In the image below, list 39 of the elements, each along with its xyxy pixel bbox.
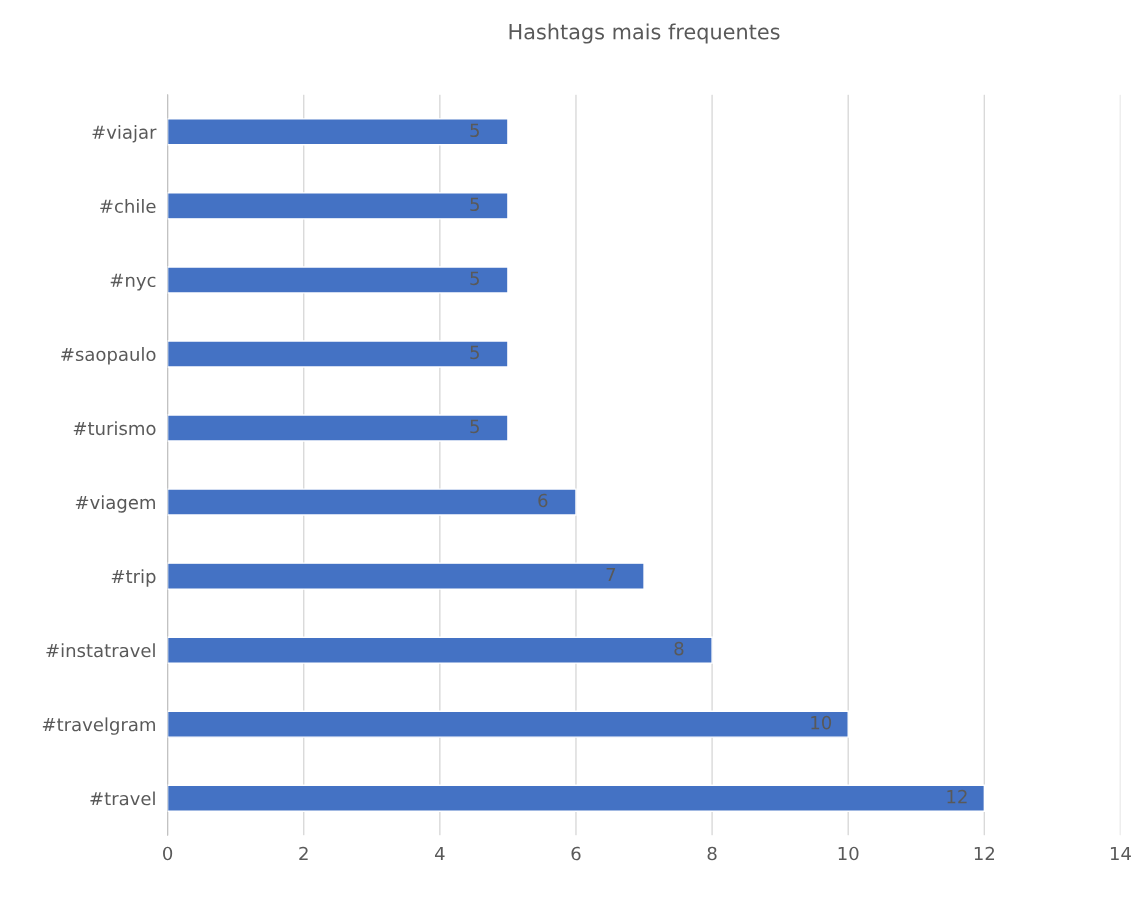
y-tick-label: #nyc — [110, 273, 156, 291]
data-label: 5 — [470, 123, 479, 138]
x-tick-label: 8 — [707, 846, 717, 861]
bar — [167, 340, 509, 368]
data-label: 12 — [947, 789, 967, 804]
bar — [167, 784, 986, 812]
data-label: 5 — [470, 345, 479, 360]
y-tick-label: #instatravel — [46, 643, 155, 658]
data-label: 8 — [674, 641, 684, 656]
x-tick-label: 4 — [434, 846, 445, 861]
bar — [167, 710, 849, 738]
x-tick-label: 0 — [163, 846, 173, 861]
bar — [167, 488, 577, 516]
x-tick-label: 14 — [1110, 846, 1131, 861]
bar — [167, 192, 509, 220]
data-label: 10 — [811, 715, 832, 730]
data-label: 5 — [470, 271, 479, 286]
bar — [167, 562, 645, 590]
y-tick-label: #chile — [100, 199, 156, 213]
chart-title: Hashtags mais frequentes — [509, 23, 780, 44]
y-tick-label: #travelgram — [42, 717, 155, 735]
x-tick-label: 6 — [571, 846, 581, 861]
x-tick-label: 2 — [299, 846, 308, 861]
data-label: 5 — [470, 197, 479, 212]
y-tick-label: #travel — [90, 791, 155, 806]
data-label: 5 — [470, 419, 479, 434]
y-tick-label: #viajar — [92, 124, 157, 143]
y-tick-label: #trip — [111, 569, 156, 587]
y-tick-label: #saopaulo — [61, 347, 156, 365]
bar — [167, 636, 713, 664]
data-label: 6 — [538, 493, 548, 508]
bar — [167, 414, 509, 442]
bar — [167, 118, 509, 146]
data-label: 7 — [606, 567, 616, 582]
y-tick-label: #turismo — [73, 421, 156, 436]
x-tick-label: 12 — [974, 846, 995, 861]
x-tick-label: 10 — [838, 846, 859, 861]
y-tick-label: #viagem — [75, 495, 155, 513]
bar — [167, 266, 509, 294]
